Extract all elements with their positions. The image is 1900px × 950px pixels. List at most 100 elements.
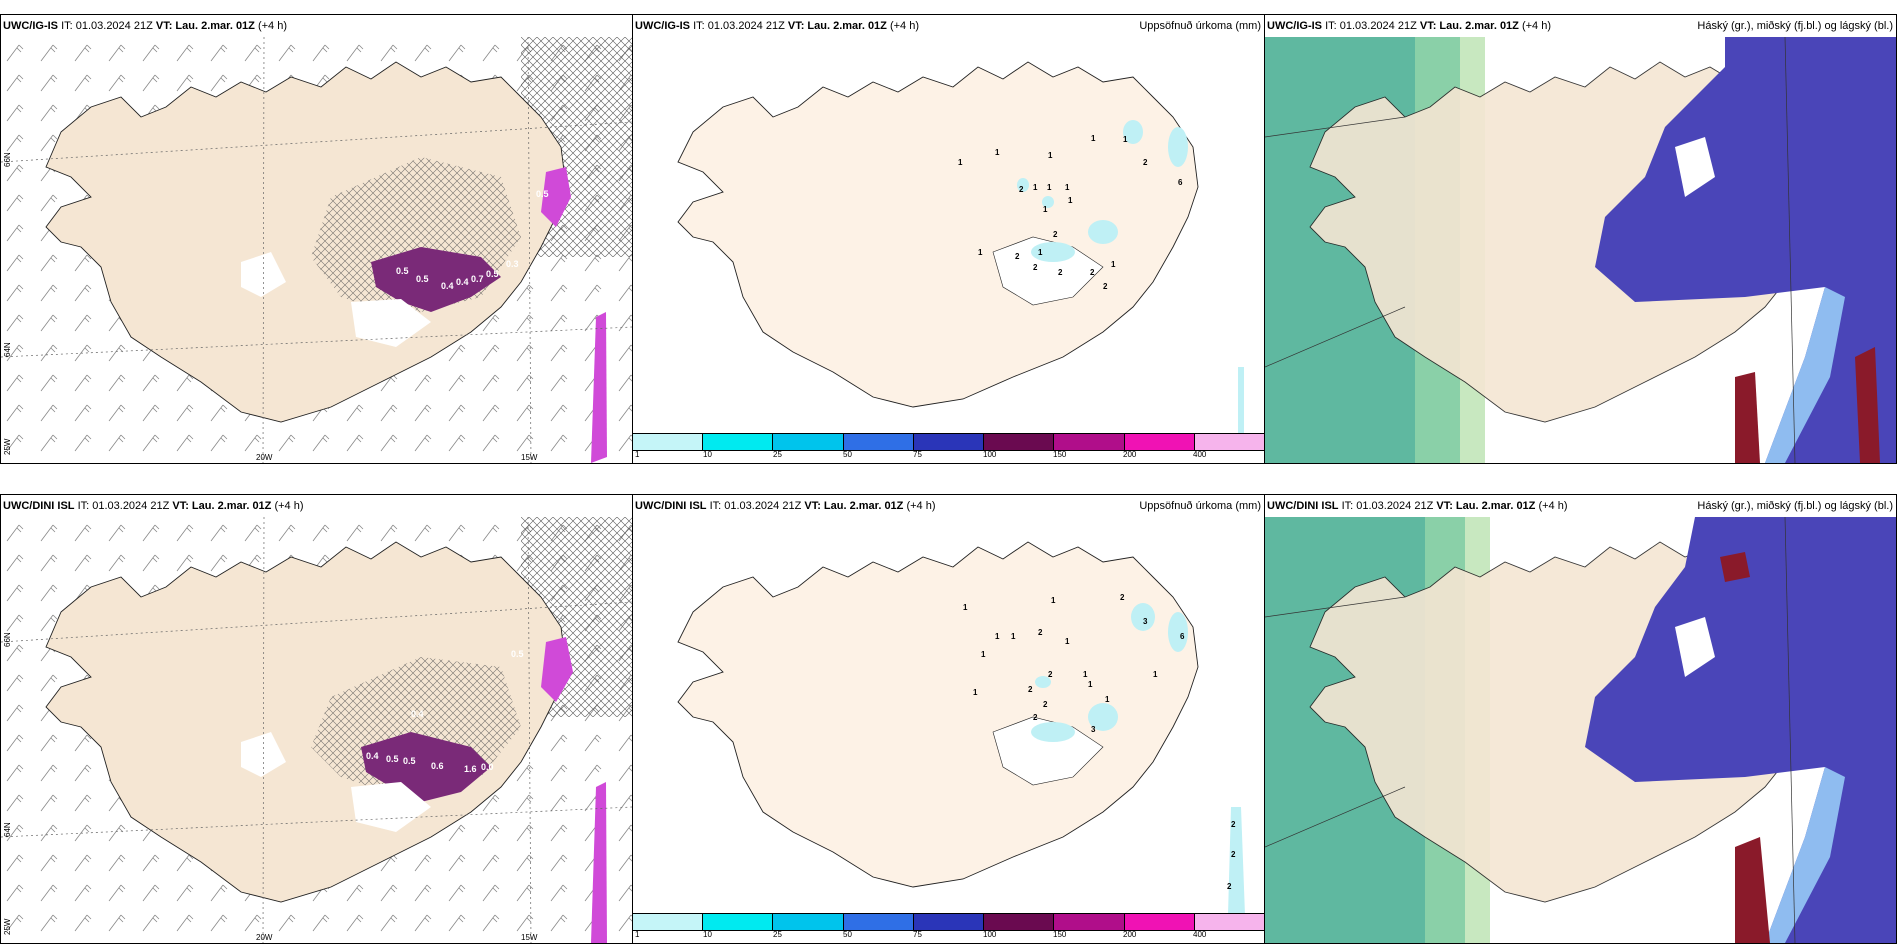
precip-value: 1 — [1083, 670, 1088, 679]
legend-label: 400 — [1193, 450, 1207, 459]
precip-value: 6 — [1180, 632, 1185, 641]
lead-time: (+4 h) — [906, 500, 936, 512]
lat-label: 64N — [3, 342, 12, 357]
legend-swatch — [703, 434, 774, 450]
precip-value: 1 — [1065, 183, 1070, 192]
legend-label: 75 — [913, 930, 922, 939]
cloud-light-rim — [1765, 287, 1845, 463]
precip-value: 1 — [978, 248, 983, 257]
precip-map-panel-bottom: UWC/DINI ISL IT: 01.03.2024 21Z VT: Lau.… — [632, 494, 1265, 944]
legend-swatch — [1054, 914, 1125, 930]
lat-label: 25W — [3, 918, 12, 935]
precip-value: 2 — [1231, 850, 1236, 859]
panel-header: UWC/DINI ISL IT: 01.03.2024 21Z VT: Lau.… — [1265, 495, 1896, 517]
precip-value: 1 — [1048, 151, 1053, 160]
precip-legend: 1 10 25 50 75 100 150 200 400 — [633, 913, 1264, 943]
legend-label: 200 — [1123, 930, 1137, 939]
precip-value: 1 — [1038, 248, 1043, 257]
lon-label: 20W — [256, 453, 273, 462]
precip-strip — [1228, 807, 1245, 915]
wind-value: 0.4 — [411, 709, 424, 719]
legend-swatch — [984, 434, 1055, 450]
cloud-red-cell-2 — [1720, 552, 1750, 582]
precip-value: 2 — [1058, 268, 1063, 277]
legend-label: 200 — [1123, 450, 1137, 459]
legend-label: 50 — [843, 450, 852, 459]
lat-label: 25W — [3, 438, 12, 455]
legend-labels: 1 10 25 50 75 100 150 200 400 — [633, 450, 1264, 462]
legend-label: 25 — [773, 450, 782, 459]
precip-value: 1 — [1068, 196, 1073, 205]
purple-zone — [371, 247, 501, 312]
precip-blob — [1031, 722, 1075, 742]
init-time: IT: 01.03.2024 21Z — [693, 20, 785, 32]
wind-value: 0.5 — [416, 274, 429, 284]
init-time: IT: 01.03.2024 21Z — [709, 500, 802, 512]
precip-value: 1 — [1105, 695, 1110, 704]
panel-header: UWC/IG-IS IT: 01.03.2024 21Z VT: Lau. 2.… — [1265, 15, 1896, 37]
precip-value: 1 — [1065, 637, 1070, 646]
magenta-strip — [541, 637, 573, 702]
wind-value: 0.6 — [431, 761, 444, 771]
lead-time: (+4 h) — [257, 20, 288, 32]
legend-label: 100 — [983, 450, 997, 459]
lat-line — [1, 601, 632, 643]
legend-label: 10 — [703, 930, 712, 939]
valid-time: VT: Lau. 2.mar. 01Z — [1436, 500, 1536, 512]
precip-value: 1 — [995, 148, 1000, 157]
legend-bar — [633, 433, 1264, 451]
legend-swatch — [1054, 434, 1125, 450]
precip-value: 2 — [1048, 670, 1053, 679]
wind-value: 0.4 — [441, 281, 454, 291]
precip-map: 1 1 2 3 1 1 1 2 6 1 2 1 1 2 2 1 1 1 3 2 … — [677, 541, 1245, 915]
cloud-red-cell — [1855, 347, 1880, 463]
precip-value: 1 — [1051, 596, 1056, 605]
ice-patch-2 — [241, 252, 286, 297]
ice-patch-2 — [241, 732, 286, 777]
precip-blob — [1123, 120, 1143, 144]
legend-swatch — [913, 434, 985, 450]
precip-value: 2 — [1033, 713, 1038, 722]
precip-value: 1 — [1011, 632, 1016, 641]
cloud-map — [1265, 37, 1896, 463]
wind-map: 0.4 0.5 0.5 0.6 1.6 0.0 0.5 0.4 20W 15W … — [1, 517, 632, 943]
init-time: IT: 01.03.2024 21Z — [1341, 500, 1434, 512]
lon-line — [262, 37, 265, 463]
lead-time: (+4 h) — [1521, 20, 1552, 32]
magenta-strip-2 — [591, 782, 607, 943]
panel-header: UWC/DINI ISL IT: 01.03.2024 21Z VT: Lau.… — [1, 495, 632, 517]
lon-line — [1784, 37, 1796, 463]
precip-value: 1 — [995, 632, 1000, 641]
wind-value: 1.6 — [464, 764, 477, 774]
lat-label: 66N — [3, 152, 12, 167]
precip-value: 1 — [963, 603, 968, 612]
precip-blob — [1131, 603, 1155, 631]
panel-header: UWC/DINI ISL IT: 01.03.2024 21Z VT: Lau.… — [633, 495, 1264, 517]
wind-value: 0.7 — [471, 274, 484, 284]
precip-value: 2 — [1053, 230, 1058, 239]
precip-value: 2 — [1143, 158, 1148, 167]
init-time: IT: 01.03.2024 21Z — [1325, 20, 1417, 32]
cloud-title: Háský (gr.), miðský (fj.bl.) og lágský (… — [1697, 20, 1893, 32]
precip-value: 3 — [1091, 725, 1096, 734]
lat-line — [1265, 116, 1406, 138]
cloud-map-panel-bottom: UWC/DINI ISL IT: 01.03.2024 21Z VT: Lau.… — [1264, 494, 1897, 944]
valid-time: VT: Lau. 2.mar. 01Z — [172, 500, 272, 512]
lat-label: 66N — [3, 632, 12, 647]
ice-patch — [992, 236, 1104, 306]
lon-line — [527, 517, 532, 943]
precip-blob — [1017, 178, 1029, 192]
legend-swatch — [1194, 914, 1264, 930]
legend-swatch — [1124, 914, 1195, 930]
legend-label: 25 — [773, 930, 782, 939]
magenta-strip-2 — [591, 312, 607, 463]
ice-patch — [351, 299, 431, 347]
legend-swatch — [1194, 434, 1264, 450]
precip-title: Uppsöfnuð úrkoma (mm) — [1139, 500, 1261, 512]
init-time: IT: 01.03.2024 21Z — [77, 500, 170, 512]
legend-label: 400 — [1193, 930, 1207, 939]
model-name: UWC/IG-IS — [635, 20, 690, 32]
precip-value: 1 — [1123, 135, 1128, 144]
panel-header: UWC/IG-IS IT: 01.03.2024 21Z VT: Lau. 2.… — [633, 15, 1264, 37]
legend-swatch — [984, 914, 1055, 930]
